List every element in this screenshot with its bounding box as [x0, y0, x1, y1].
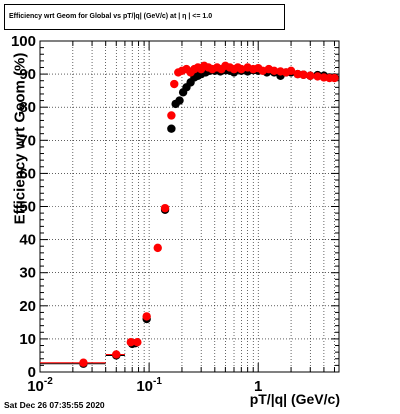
y-tick-label: 20: [19, 298, 36, 315]
timestamp: Sat Dec 26 07:35:55 2020: [4, 400, 105, 410]
y-tick-label: 80: [19, 99, 36, 116]
series-black-markers: [40, 65, 339, 368]
data-point: [112, 350, 121, 359]
data-point: [175, 96, 184, 105]
y-axis-label: Efficiency wrt Geom (%): [11, 52, 29, 225]
data-point: [330, 73, 339, 83]
x-tick-label: 1: [254, 378, 262, 395]
data-point: [79, 358, 88, 367]
y-axis-ticks: 0 10 20 30 40 50 60 70 80 90 100: [11, 33, 339, 381]
data-point: [313, 72, 322, 81]
y-tick-label: 100: [11, 33, 36, 50]
y-tick-label: 50: [19, 199, 36, 216]
data-point: [299, 70, 308, 79]
data-point: [133, 338, 142, 347]
x-axis-label: pT/|q| (GeV/c): [249, 391, 340, 407]
y-tick-label: 0: [28, 364, 36, 381]
y-tick-label: 70: [19, 132, 36, 149]
data-point: [160, 203, 170, 213]
x-tick-label: 10-1: [136, 376, 162, 395]
y-tick-label: 60: [19, 165, 36, 182]
y-tick-label: 30: [19, 265, 36, 282]
chart-title: Efficiency wrt Geom for Global vs pT/|q|…: [4, 4, 285, 30]
data-point: [126, 338, 136, 347]
data-point: [167, 124, 176, 133]
data-point: [237, 64, 246, 74]
data-point: [286, 66, 296, 75]
series-red-markers: [40, 61, 339, 367]
data-point: [306, 71, 315, 80]
data-point: [142, 312, 151, 321]
data-point: [167, 111, 176, 120]
grid-lines: [40, 41, 339, 372]
y-tick-label: 10: [19, 331, 36, 348]
y-tick-label: 40: [19, 232, 36, 249]
data-point: [153, 243, 162, 253]
data-point: [170, 79, 179, 89]
data-point: [269, 66, 279, 75]
plot-frame: [39, 40, 340, 373]
y-tick-label: 90: [19, 66, 36, 83]
